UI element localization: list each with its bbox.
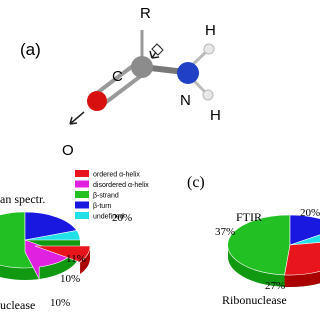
- percent-label: 10%: [60, 273, 80, 285]
- atom-label: N: [180, 92, 191, 109]
- legend-label: disordered α-helix: [93, 182, 149, 189]
- atom-label: R: [140, 5, 151, 22]
- legend-label: ordered α-helix: [93, 172, 140, 179]
- legend-label: β-turn: [93, 203, 112, 210]
- panel-label: (c): [187, 174, 205, 191]
- legend-label: undefined: [93, 214, 124, 221]
- panel-title: an spectr.: [0, 192, 45, 206]
- panel-title: FTIR: [236, 210, 262, 224]
- panel-caption: uclease: [0, 298, 35, 312]
- legend-swatch: [75, 170, 89, 177]
- legend-swatch: [75, 191, 89, 198]
- panel-caption: Ribonuclease: [222, 293, 287, 307]
- legend-label: β-strand: [93, 193, 119, 200]
- atom-label: H: [210, 107, 221, 124]
- percent-label: 10%: [50, 297, 70, 309]
- molecule: [69, 30, 215, 125]
- atom-label: O: [62, 142, 74, 159]
- pie: [227, 214, 320, 288]
- atom-label: H: [205, 22, 216, 39]
- pie: [0, 211, 91, 280]
- legend-swatch: [75, 180, 89, 188]
- percent-label: 20%: [300, 207, 320, 219]
- panel-label: (a): [20, 40, 41, 59]
- legend-swatch: [75, 212, 89, 219]
- percent-label: 11%: [66, 253, 86, 265]
- percent-label: 20%: [112, 212, 132, 224]
- percent-label: 37%: [215, 226, 235, 238]
- legend: ordered α-helix disordered α-helix β-stran…: [75, 170, 149, 221]
- legend-swatch: [75, 201, 89, 209]
- percent-label: 27%: [265, 280, 285, 292]
- atom-label: C: [112, 68, 123, 85]
